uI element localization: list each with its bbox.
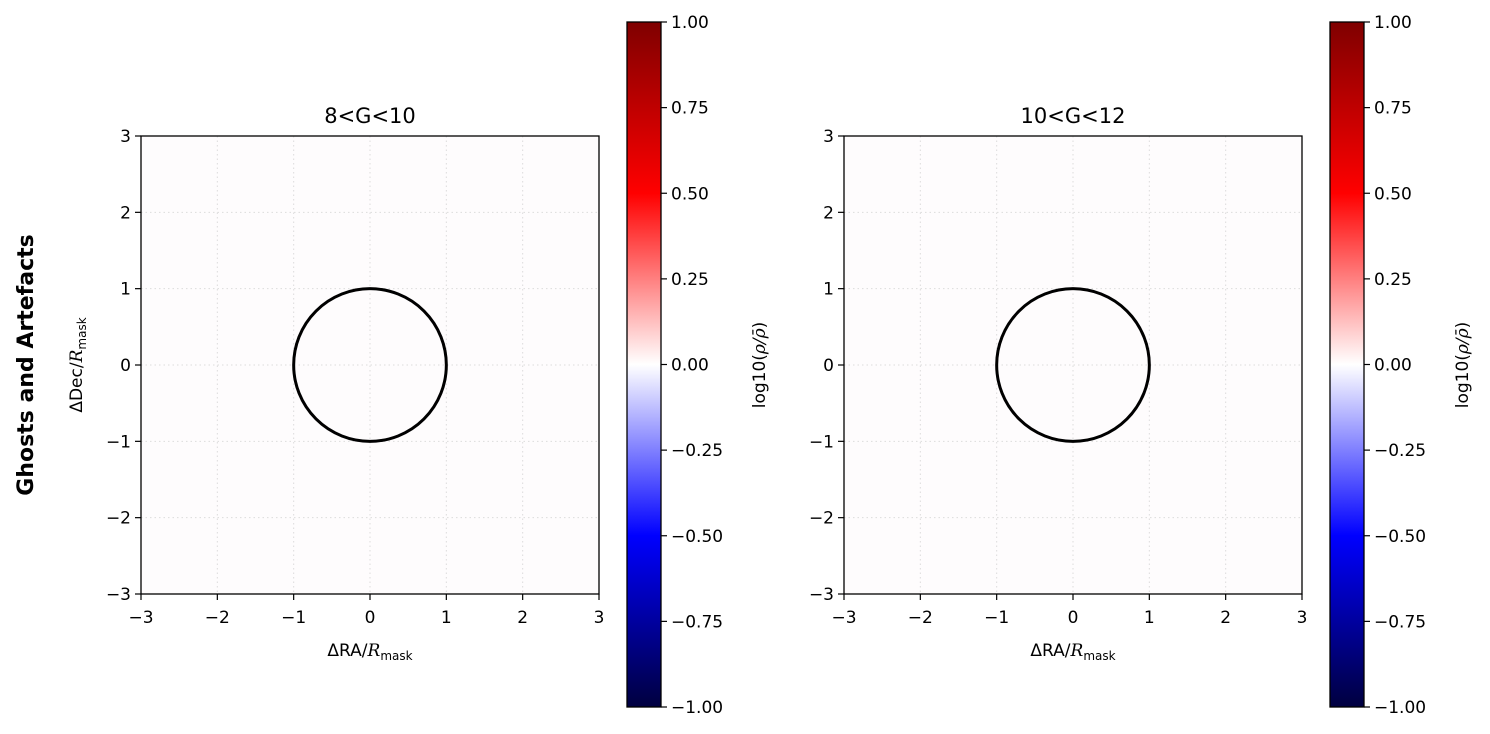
x-tick-label: 1 — [1144, 608, 1155, 628]
colorbar-tick-label: −1.00 — [1374, 698, 1426, 718]
colorbar-tick-label: −0.75 — [671, 612, 723, 632]
y-tick-label: −2 — [106, 509, 131, 529]
panel-title: 10<G<12 — [1021, 104, 1126, 128]
x-tick-label: −1 — [984, 608, 1009, 628]
y-tick-label: −1 — [809, 432, 834, 452]
colorbar-ticks: 1.00 0.75 0.50 0.25 0.00 −0.25 −0.50 −0.75 −1.00 — [1364, 13, 1426, 718]
x-tick-label: −2 — [908, 608, 933, 628]
y-tick-label: 1 — [823, 280, 834, 300]
x-tick-label: 3 — [1297, 608, 1308, 628]
y-tick-label: 2 — [120, 203, 131, 223]
x-tick-label: 0 — [1068, 608, 1079, 628]
x-tick-label: 2 — [517, 608, 528, 628]
x-axis-label: ΔRA/Rmask — [327, 641, 412, 663]
y-axis-label: ΔDec/Rmask — [67, 317, 89, 412]
y-tick-label: 3 — [823, 127, 834, 147]
x-tick-label: −2 — [205, 608, 230, 628]
panel-title: 8<G<10 — [324, 104, 416, 128]
mask-circle — [995, 287, 1151, 443]
plot-area — [844, 136, 1302, 594]
colorbar-label: log10(ρ/ρ̄) — [1453, 322, 1473, 409]
colorbar-tick-label: 0.25 — [671, 270, 709, 290]
x-ticks: −3 −2 −1 0 1 2 3 — [128, 594, 604, 628]
colorbar-tick-label: −0.25 — [1374, 441, 1426, 461]
y-tick-label: 2 — [823, 203, 834, 223]
y-tick-label: −3 — [809, 585, 834, 605]
y-tick-label: 0 — [120, 356, 131, 376]
x-tick-label: 1 — [441, 608, 452, 628]
y-tick-label: 3 — [120, 127, 131, 147]
colorbar-tick-label: −1.00 — [671, 698, 723, 718]
colorbar-tick-label: −0.75 — [1374, 612, 1426, 632]
colorbar-tick-label: −0.50 — [1374, 527, 1426, 547]
colorbar — [1329, 21, 1365, 708]
colorbar — [626, 21, 662, 708]
x-tick-label: 0 — [365, 608, 376, 628]
x-tick-label: 3 — [594, 608, 605, 628]
colorbar-ticks: 1.00 0.75 0.50 0.25 0.00 −0.25 −0.50 −0.75 −1.00 — [661, 13, 723, 718]
panel-8-10: −3 −2 −1 0 1 2 3 −3 −2 −1 0 1 2 3 8<G<10 ΔRA/Rmask Δ… — [67, 13, 770, 718]
colorbar-tick-label: −0.50 — [671, 527, 723, 547]
y-tick-label: 0 — [823, 356, 834, 376]
x-tick-label: −3 — [831, 608, 856, 628]
colorbar-tick-label: 0.50 — [671, 184, 709, 204]
colorbar-tick-label: 0.75 — [1374, 99, 1412, 119]
colorbar-tick-label: 1.00 — [1374, 13, 1412, 33]
row-label: Ghosts and Artefacts — [14, 234, 39, 496]
colorbar-tick-label: 0.50 — [1374, 184, 1412, 204]
y-ticks: −3 −2 −1 0 1 2 3 — [106, 127, 141, 605]
y-tick-label: −2 — [809, 509, 834, 529]
colorbar-tick-label: 0.75 — [671, 99, 709, 119]
colorbar-tick-label: 1.00 — [671, 13, 709, 33]
x-tick-label: −3 — [128, 608, 153, 628]
y-ticks: −3 −2 −1 0 1 2 3 — [809, 127, 844, 605]
colorbar-tick-label: −0.25 — [671, 441, 723, 461]
x-tick-label: −1 — [281, 608, 306, 628]
y-tick-label: −3 — [106, 585, 131, 605]
plot-area — [141, 136, 599, 594]
y-tick-label: 1 — [120, 280, 131, 300]
x-ticks: −3 −2 −1 0 1 2 3 — [831, 594, 1307, 628]
colorbar-tick-label: 0.00 — [1374, 356, 1412, 376]
colorbar-label: log10(ρ/ρ̄) — [750, 322, 770, 409]
x-axis-label: ΔRA/Rmask — [1030, 641, 1115, 663]
mask-circle — [292, 287, 448, 443]
colorbar-tick-label: 0.25 — [1374, 270, 1412, 290]
y-tick-label: −1 — [106, 432, 131, 452]
x-tick-label: 2 — [1220, 608, 1231, 628]
colorbar-tick-label: 0.00 — [671, 356, 709, 376]
